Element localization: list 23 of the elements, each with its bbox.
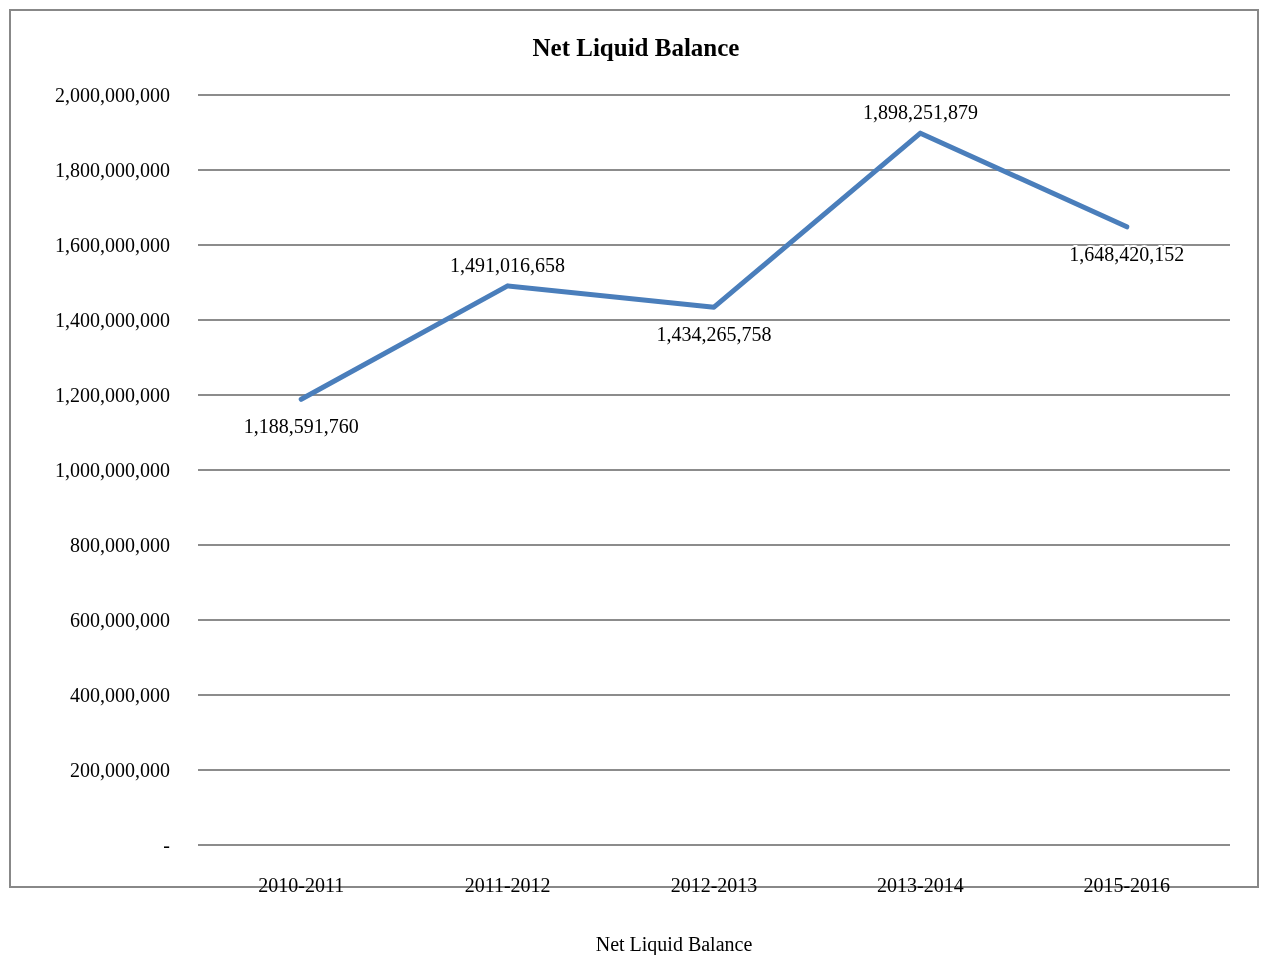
y-tick-label: 1,400,000,000 bbox=[55, 309, 170, 331]
y-tick-label: 400,000,000 bbox=[70, 684, 170, 706]
data-label: 1,491,016,658 bbox=[450, 253, 566, 276]
y-tick-label: 1,000,000,000 bbox=[55, 459, 170, 481]
data-label: 1,434,265,758 bbox=[656, 323, 772, 346]
y-tick-label: - bbox=[163, 834, 170, 856]
data-label: 1,648,420,152 bbox=[1069, 242, 1185, 265]
y-tick-label: 1,600,000,000 bbox=[55, 234, 170, 256]
x-tick-label: 2012-2013 bbox=[670, 874, 758, 896]
x-tick-label: 2015-2016 bbox=[1083, 874, 1171, 896]
x-tick-label: 2013-2014 bbox=[877, 874, 964, 896]
data-label: 1,188,591,760 bbox=[243, 415, 359, 438]
data-label: 1,898,251,879 bbox=[862, 101, 978, 124]
x-axis-title: Net Liquid Balance bbox=[595, 933, 753, 955]
y-tick-label: 200,000,000 bbox=[70, 759, 170, 781]
y-tick-label: 800,000,000 bbox=[70, 534, 170, 556]
x-tick-label: 2010-2011 bbox=[258, 874, 345, 896]
x-tick-label: 2011-2012 bbox=[464, 874, 551, 896]
chart-title: Net Liquid Balance bbox=[532, 34, 740, 61]
y-tick-label: 1,800,000,000 bbox=[55, 159, 170, 181]
y-tick-label: 2,000,000,000 bbox=[55, 84, 170, 106]
y-tick-label: 600,000,000 bbox=[70, 609, 170, 631]
y-tick-label: 1,200,000,000 bbox=[55, 384, 170, 406]
